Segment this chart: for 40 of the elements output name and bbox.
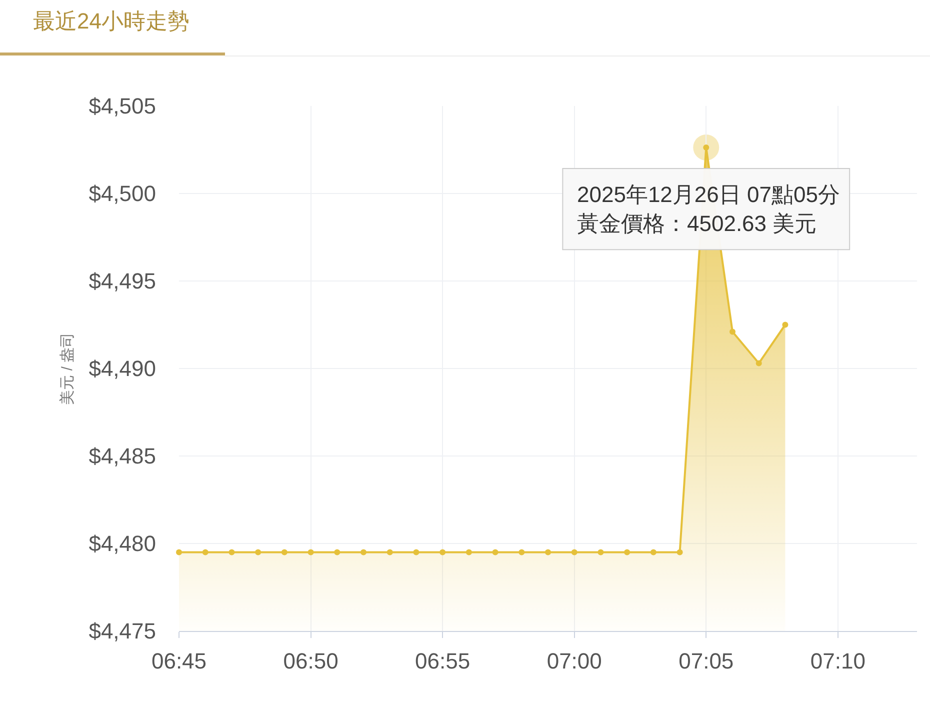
point — [176, 549, 182, 556]
x-tick-label: 06:50 — [283, 648, 338, 674]
point — [730, 328, 736, 335]
y-tick-label: $4,495 — [88, 268, 156, 294]
point — [228, 549, 235, 556]
point — [386, 549, 393, 556]
point — [202, 549, 208, 556]
point — [308, 549, 314, 556]
point — [466, 549, 472, 556]
point — [281, 549, 288, 556]
x-tick-label: 07:00 — [546, 648, 602, 674]
point — [676, 549, 683, 556]
y-tick-label: $4,475 — [88, 618, 156, 644]
y-tick-label: $4,500 — [88, 181, 156, 206]
point — [598, 549, 604, 556]
point — [624, 549, 630, 556]
annotation: 2025年12月26日 07點05分 — [577, 182, 840, 207]
y-tick-label: $4,480 — [88, 531, 156, 556]
point — [334, 549, 340, 556]
point — [782, 322, 788, 328]
point — [413, 549, 420, 556]
x-tick-label: 06:45 — [151, 648, 207, 674]
point — [756, 360, 762, 366]
point — [518, 549, 525, 556]
y-tick-label: $4,485 — [88, 444, 156, 469]
point — [492, 549, 498, 556]
x-tick-label: 07:05 — [678, 648, 734, 674]
point — [440, 549, 446, 556]
y-tick-label: $4,505 — [88, 94, 156, 119]
x-tick-label: 06:55 — [415, 648, 470, 674]
point — [571, 549, 578, 556]
x-tick-label: 07:10 — [810, 648, 866, 674]
y-axis-title: 美元 / 盎司 — [58, 332, 76, 405]
point — [545, 549, 551, 556]
annotation: 黃金價格：4502.63 美元 — [577, 211, 817, 236]
y-tick-label: $4,490 — [88, 356, 156, 382]
point — [650, 549, 656, 556]
point — [360, 549, 366, 556]
chart-title: 最近24小時走勢 — [33, 8, 190, 34]
point — [255, 549, 262, 556]
